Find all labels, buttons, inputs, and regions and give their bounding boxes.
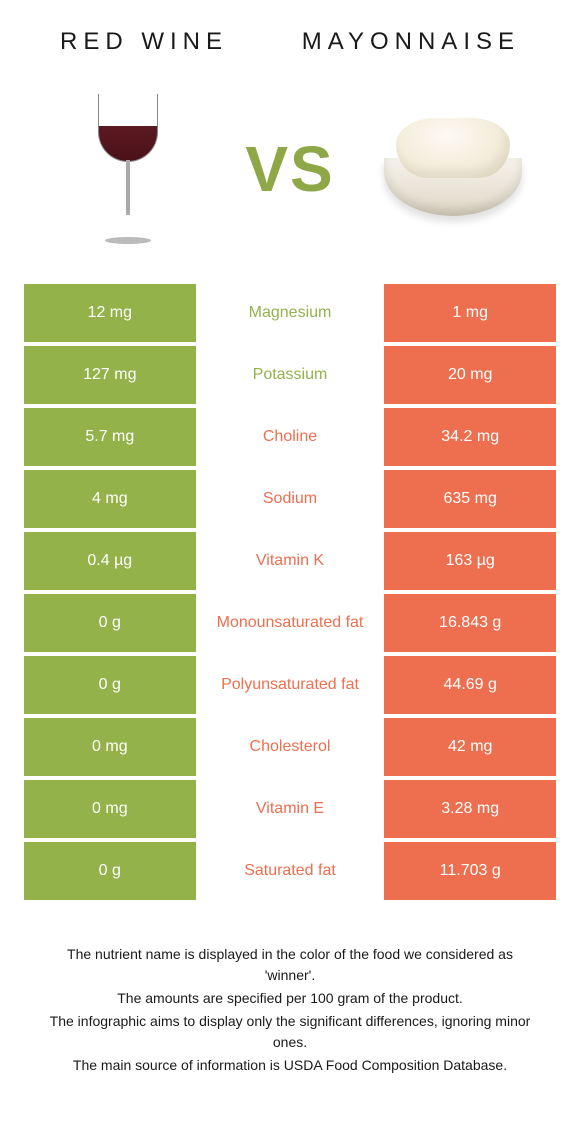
right-value: 3.28 mg — [384, 780, 556, 838]
left-value: 0 mg — [24, 718, 196, 776]
table-row: 127 mgPotassium20 mg — [24, 346, 556, 404]
right-value: 34.2 mg — [384, 408, 556, 466]
table-row: 4 mgSodium635 mg — [24, 470, 556, 528]
left-value: 4 mg — [24, 470, 196, 528]
images-row: VS — [0, 64, 580, 284]
table-row: 0.4 µgVitamin K163 µg — [24, 532, 556, 590]
footnote-line: The nutrient name is displayed in the co… — [40, 944, 540, 986]
right-food-title: Mayonnaise — [302, 28, 520, 56]
table-row: 0 gPolyunsaturated fat44.69 g — [24, 656, 556, 714]
table-row: 12 mgMagnesium1 mg — [24, 284, 556, 342]
right-value: 16.843 g — [384, 594, 556, 652]
right-value: 1 mg — [384, 284, 556, 342]
nutrient-label: Choline — [196, 408, 385, 466]
left-value: 0 g — [24, 656, 196, 714]
mayo-bowl-icon — [378, 114, 528, 224]
table-row: 0 mgVitamin E3.28 mg — [24, 780, 556, 838]
nutrient-label: Potassium — [196, 346, 385, 404]
nutrient-label: Vitamin K — [196, 532, 385, 590]
table-row: 5.7 mgCholine34.2 mg — [24, 408, 556, 466]
right-value: 44.69 g — [384, 656, 556, 714]
right-value: 20 mg — [384, 346, 556, 404]
right-value: 42 mg — [384, 718, 556, 776]
left-value: 127 mg — [24, 346, 196, 404]
table-row: 0 gSaturated fat11.703 g — [24, 842, 556, 900]
vs-label: VS — [245, 132, 334, 206]
right-value: 11.703 g — [384, 842, 556, 900]
nutrient-label: Sodium — [196, 470, 385, 528]
footnote-line: The main source of information is USDA F… — [40, 1055, 540, 1076]
footnotes: The nutrient name is displayed in the co… — [0, 904, 580, 1076]
left-value: 0 g — [24, 594, 196, 652]
table-row: 0 gMonounsaturated fat16.843 g — [24, 594, 556, 652]
nutrient-label: Saturated fat — [196, 842, 385, 900]
nutrient-label: Magnesium — [196, 284, 385, 342]
comparison-table: 12 mgMagnesium1 mg127 mgPotassium20 mg5.… — [0, 284, 580, 900]
header: Red Wine Mayonnaise — [0, 0, 580, 64]
nutrient-label: Cholesterol — [196, 718, 385, 776]
footnote-line: The infographic aims to display only the… — [40, 1011, 540, 1053]
nutrient-label: Polyunsaturated fat — [196, 656, 385, 714]
left-food-image — [40, 84, 215, 254]
table-row: 0 mgCholesterol42 mg — [24, 718, 556, 776]
left-food-title: Red Wine — [60, 28, 228, 56]
footnote-line: The amounts are specified per 100 gram o… — [40, 988, 540, 1009]
left-value: 5.7 mg — [24, 408, 196, 466]
right-value: 635 mg — [384, 470, 556, 528]
right-value: 163 µg — [384, 532, 556, 590]
left-value: 0.4 µg — [24, 532, 196, 590]
nutrient-label: Monounsaturated fat — [196, 594, 385, 652]
left-value: 12 mg — [24, 284, 196, 342]
left-value: 0 g — [24, 842, 196, 900]
nutrient-label: Vitamin E — [196, 780, 385, 838]
wine-glass-icon — [93, 94, 163, 244]
right-food-image — [365, 84, 540, 254]
left-value: 0 mg — [24, 780, 196, 838]
